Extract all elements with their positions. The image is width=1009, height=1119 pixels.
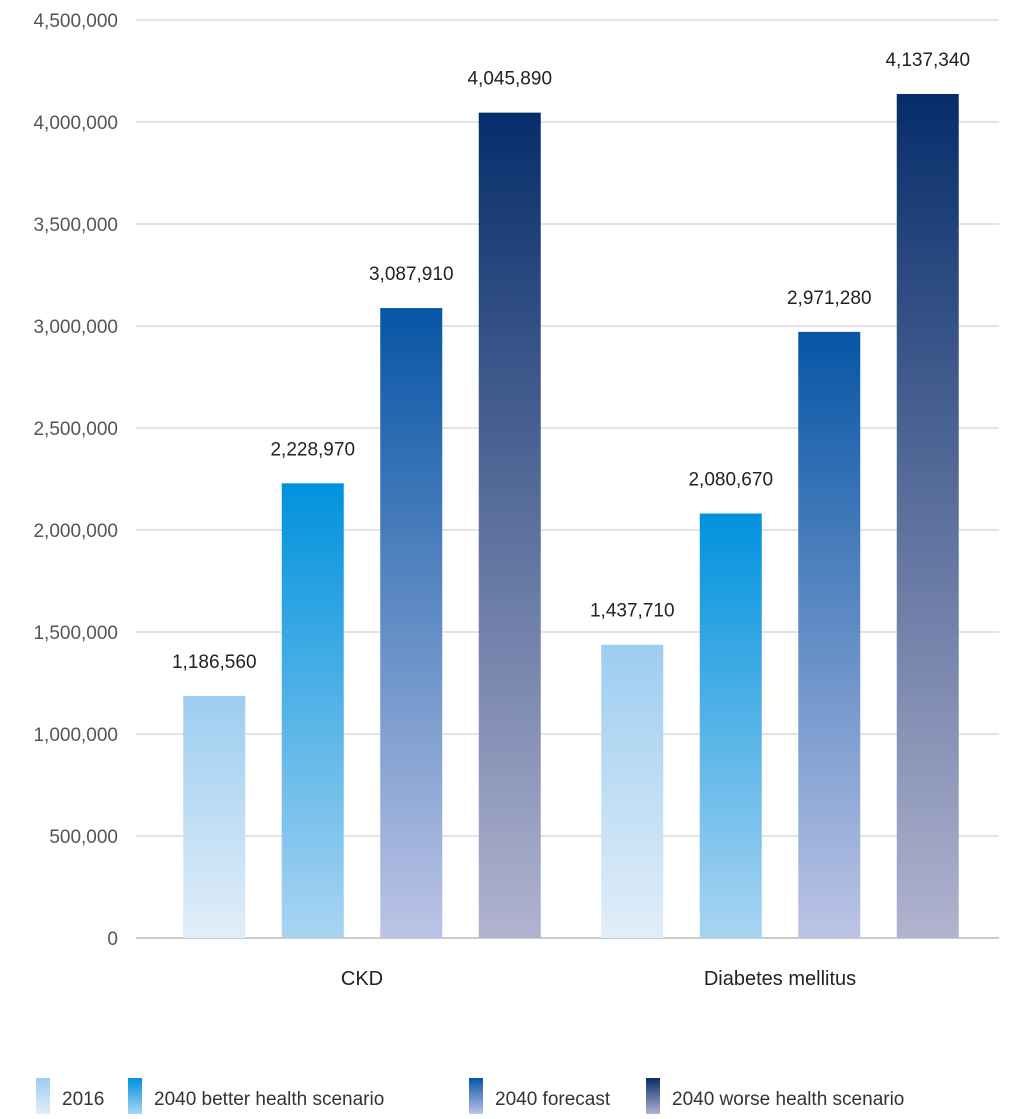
legend-swatch (646, 1078, 660, 1114)
category-label: CKD (341, 968, 383, 990)
legend-label: 2016 (62, 1089, 104, 1110)
legend-swatch (128, 1078, 142, 1114)
data-label: 1,437,710 (590, 601, 675, 622)
bar (380, 308, 443, 938)
data-labels: 1,186,560 2,228,970 3,087,910 4,045,890 1,43… (172, 50, 970, 673)
data-label: 3,087,910 (369, 264, 454, 285)
y-tick-label: 2,000,000 (33, 521, 118, 542)
bar (183, 695, 246, 938)
gridlines (136, 19, 999, 939)
bar (798, 331, 861, 938)
y-axis-ticks: 0 500,000 1,000,000 1,500,000 2,000,000 2,500… (33, 11, 118, 950)
data-label: 4,045,890 (467, 69, 552, 90)
legend-swatch (36, 1078, 50, 1114)
y-tick-label: 3,500,000 (33, 215, 118, 236)
data-label: 2,228,970 (270, 439, 355, 460)
bar (699, 513, 762, 938)
legend-label: 2040 better health scenario (154, 1089, 384, 1110)
y-tick-label: 1,500,000 (33, 623, 118, 644)
x-axis-categories: CKD Diabetes mellitus (341, 968, 856, 990)
y-tick-label: 1,000,000 (33, 725, 118, 746)
y-tick-label: 0 (107, 929, 118, 950)
data-label: 2,080,670 (688, 470, 773, 491)
legend-label: 2040 worse health scenario (672, 1089, 904, 1110)
bar (601, 644, 664, 938)
data-label: 1,186,560 (172, 652, 257, 673)
y-tick-label: 4,500,000 (33, 11, 118, 32)
bars (183, 93, 959, 939)
legend-label: 2040 forecast (495, 1089, 611, 1110)
legend-swatch (469, 1078, 483, 1114)
bar (478, 112, 541, 939)
y-tick-label: 500,000 (49, 827, 118, 848)
y-tick-label: 2,500,000 (33, 419, 118, 440)
y-tick-label: 3,000,000 (33, 317, 118, 338)
bar (281, 483, 344, 938)
legend: 2016 2040 better health scenario 2040 fore… (36, 1078, 904, 1114)
category-label: Diabetes mellitus (704, 968, 856, 990)
bar (896, 93, 959, 938)
data-label: 4,137,340 (885, 50, 970, 71)
data-label: 2,971,280 (787, 288, 872, 309)
y-tick-label: 4,000,000 (33, 113, 118, 134)
